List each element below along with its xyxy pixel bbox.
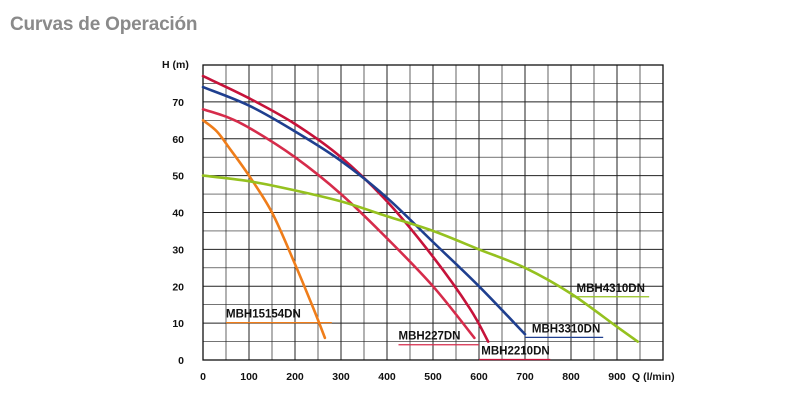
series-line-mbh4310dn [201, 174, 639, 343]
series-line-mbh227dn [201, 108, 476, 340]
series-label-mbh2210dn: MBH2210DN [481, 345, 549, 357]
y-tick-label: 60 [172, 134, 184, 146]
series-label-mbh4310dn: MBH4310DN [577, 283, 645, 295]
x-tick-label: 300 [332, 371, 350, 383]
x-tick-label: 800 [562, 371, 580, 383]
x-tick-label: 0 [200, 371, 206, 383]
x-tick-label: 500 [424, 371, 442, 383]
y-tick-label: 0 [178, 355, 184, 367]
y-tick-label: 50 [172, 171, 184, 183]
x-tick-label: 400 [378, 371, 396, 383]
series-label-mbh15154dn: MBH15154DN [226, 309, 301, 321]
y-tick-label: 30 [172, 244, 184, 256]
y-tick-label: 20 [172, 281, 184, 293]
x-tick-label: 100 [240, 371, 258, 383]
x-tick-label: 700 [516, 371, 534, 383]
series-label-layer: MBH15154DN MBH227DN MBH2210DN MBH3310DN MBH4… [226, 283, 650, 361]
x-tick-label: 600 [470, 371, 488, 383]
series-line-mbh3310dn [201, 85, 527, 336]
tick-layer: 0 100 200 300 400 500 600 700 800 900 0 10 20 30 40 50 6… [172, 97, 626, 383]
plot-border [202, 64, 664, 361]
page-title: Curvas de Operación [10, 14, 198, 35]
series-layer [201, 74, 639, 343]
grid [202, 64, 664, 361]
x-tick-label: 900 [608, 371, 626, 383]
series-label-mbh227dn: MBH227DN [399, 331, 461, 343]
x-tick-label: 200 [286, 371, 304, 383]
x-axis-label: Q (l/min) [632, 371, 675, 383]
series-label-mbh3310dn: MBH3310DN [532, 323, 600, 335]
series-line-mbh15154dn [201, 119, 327, 340]
y-axis-label: H (m) [162, 59, 189, 71]
y-tick-label: 10 [172, 318, 184, 330]
y-tick-label: 40 [172, 208, 184, 220]
y-tick-label: 70 [172, 97, 184, 109]
